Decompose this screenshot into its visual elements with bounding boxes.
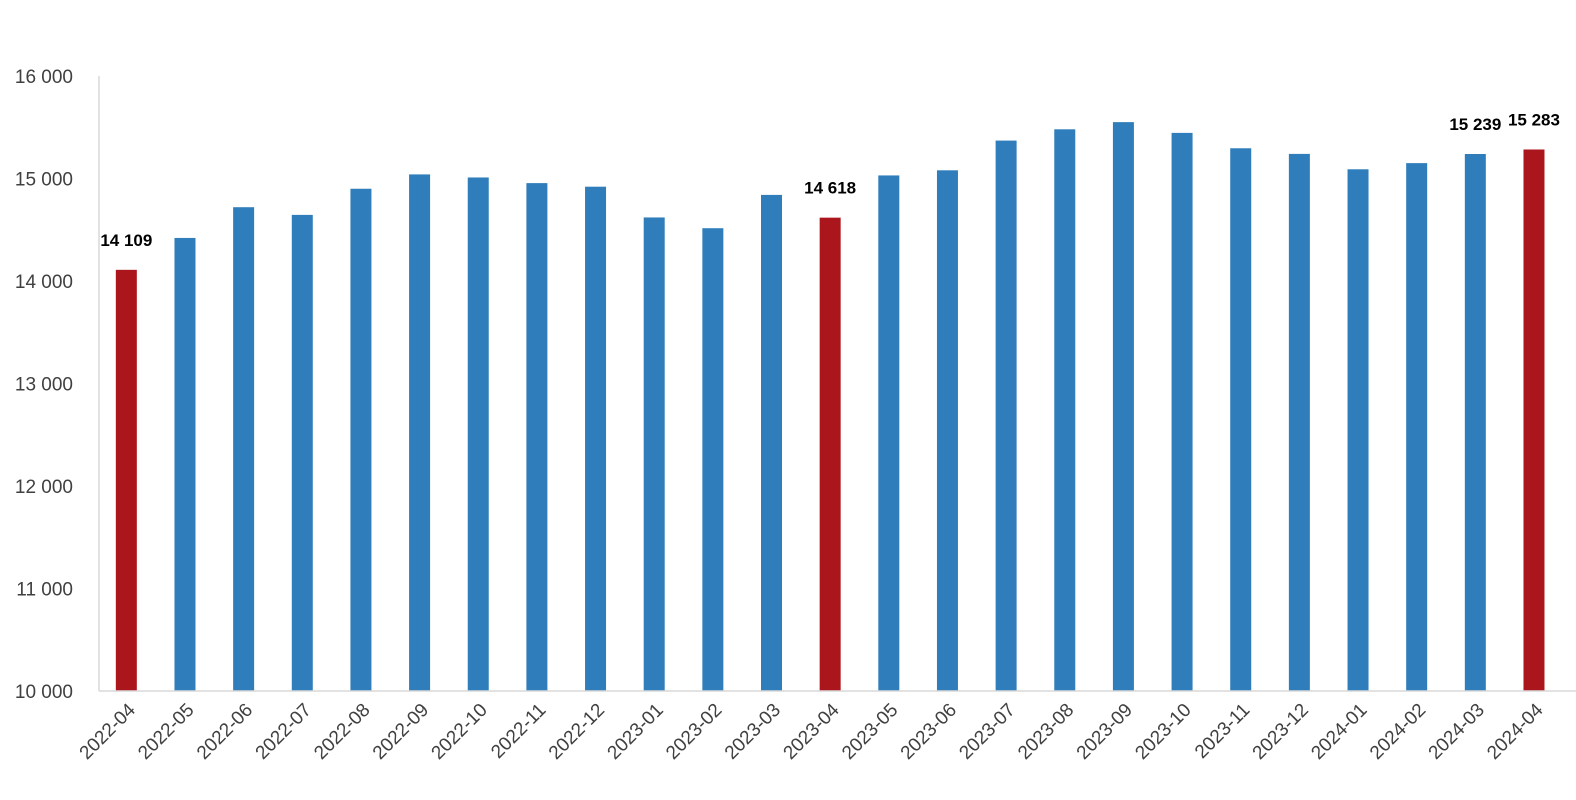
bar-2022-10 bbox=[467, 177, 489, 692]
x-tick-label: 2023-12 bbox=[1249, 700, 1313, 764]
bar-2024-01 bbox=[1347, 169, 1369, 691]
bar-2023-06 bbox=[936, 170, 958, 692]
y-tick-label: 10 000 bbox=[15, 682, 73, 703]
data-label-2024-04: 15 283 bbox=[1508, 110, 1560, 129]
x-tick-label: 2023-03 bbox=[721, 700, 785, 764]
y-tick-label: 12 000 bbox=[15, 477, 73, 498]
x-tick-label: 2022-12 bbox=[545, 700, 609, 764]
x-tick-label: 2022-06 bbox=[193, 700, 257, 764]
x-tick-label: 2023-01 bbox=[604, 700, 668, 764]
bar-2024-03 bbox=[1464, 154, 1486, 691]
x-tick-label: 2024-02 bbox=[1366, 700, 1430, 764]
bar-2022-05 bbox=[174, 237, 196, 691]
bar-2023-02 bbox=[702, 228, 724, 691]
bar-2022-06 bbox=[233, 207, 255, 691]
x-tick-label: 2022-11 bbox=[487, 700, 550, 763]
x-tick-label: 2024-03 bbox=[1425, 700, 1489, 764]
x-tick-label: 2023-04 bbox=[780, 699, 844, 763]
bar-2023-08 bbox=[1054, 129, 1076, 692]
bar-2022-04 bbox=[115, 269, 137, 691]
x-tick-label: 2023-11 bbox=[1191, 700, 1254, 763]
x-tick-label: 2024-04 bbox=[1483, 699, 1547, 763]
bar-2023-10 bbox=[1171, 132, 1193, 691]
x-tick-label: 2022-10 bbox=[428, 700, 492, 764]
x-tick-label: 2023-02 bbox=[662, 700, 726, 764]
data-label-2022-04: 14 109 bbox=[100, 231, 152, 250]
bar-2024-04 bbox=[1523, 149, 1545, 691]
y-tick-label: 15 000 bbox=[15, 170, 73, 191]
x-tick-label: 2024-01 bbox=[1307, 700, 1371, 764]
x-tick-label: 2022-09 bbox=[369, 700, 433, 764]
bar-2023-12 bbox=[1288, 153, 1310, 691]
bar-2023-07 bbox=[995, 140, 1017, 691]
y-tick-label: 13 000 bbox=[15, 375, 73, 396]
bar-2023-04 bbox=[819, 217, 841, 691]
y-tick-label: 11 000 bbox=[16, 580, 73, 601]
x-tick-label: 2023-05 bbox=[838, 700, 902, 764]
x-tick-label: 2022-07 bbox=[252, 700, 316, 764]
bars bbox=[115, 122, 1545, 692]
y-tick-label: 16 000 bbox=[15, 67, 73, 88]
bar-2022-08 bbox=[350, 188, 372, 691]
data-label-2023-04: 14 618 bbox=[804, 179, 856, 198]
bar-2022-09 bbox=[409, 174, 431, 691]
y-tick-label: 14 000 bbox=[15, 272, 73, 293]
x-axis: 2022-042022-052022-062022-072022-082022-… bbox=[76, 690, 1576, 764]
bar-2024-02 bbox=[1406, 163, 1428, 691]
bar-2023-11 bbox=[1230, 148, 1252, 691]
x-tick-label: 2023-10 bbox=[1131, 700, 1195, 764]
x-tick-label: 2022-08 bbox=[310, 700, 374, 764]
bar-2022-11 bbox=[526, 183, 548, 692]
y-axis: 10 000 11 000 12 000 13 000 14 000 15 000 16 0… bbox=[15, 67, 100, 703]
x-tick-label: 2022-05 bbox=[134, 700, 198, 764]
bar-2023-05 bbox=[878, 175, 900, 692]
bar-2023-01 bbox=[643, 217, 665, 691]
bar-2022-07 bbox=[291, 214, 313, 691]
data-label-2024-03: 15 239 bbox=[1449, 115, 1501, 134]
x-tick-label: 2023-06 bbox=[897, 700, 961, 764]
bar-2023-09 bbox=[1112, 122, 1134, 691]
x-tick-label: 2023-08 bbox=[1014, 700, 1078, 764]
x-tick-label: 2023-07 bbox=[955, 700, 1019, 764]
bar-2023-03 bbox=[761, 194, 783, 691]
x-tick-label: 2022-04 bbox=[76, 699, 140, 763]
bar-2022-12 bbox=[585, 186, 607, 691]
data-labels: 14 109 14 618 15 239 15 283 bbox=[100, 110, 1560, 249]
x-tick-label: 2023-09 bbox=[1073, 700, 1137, 764]
